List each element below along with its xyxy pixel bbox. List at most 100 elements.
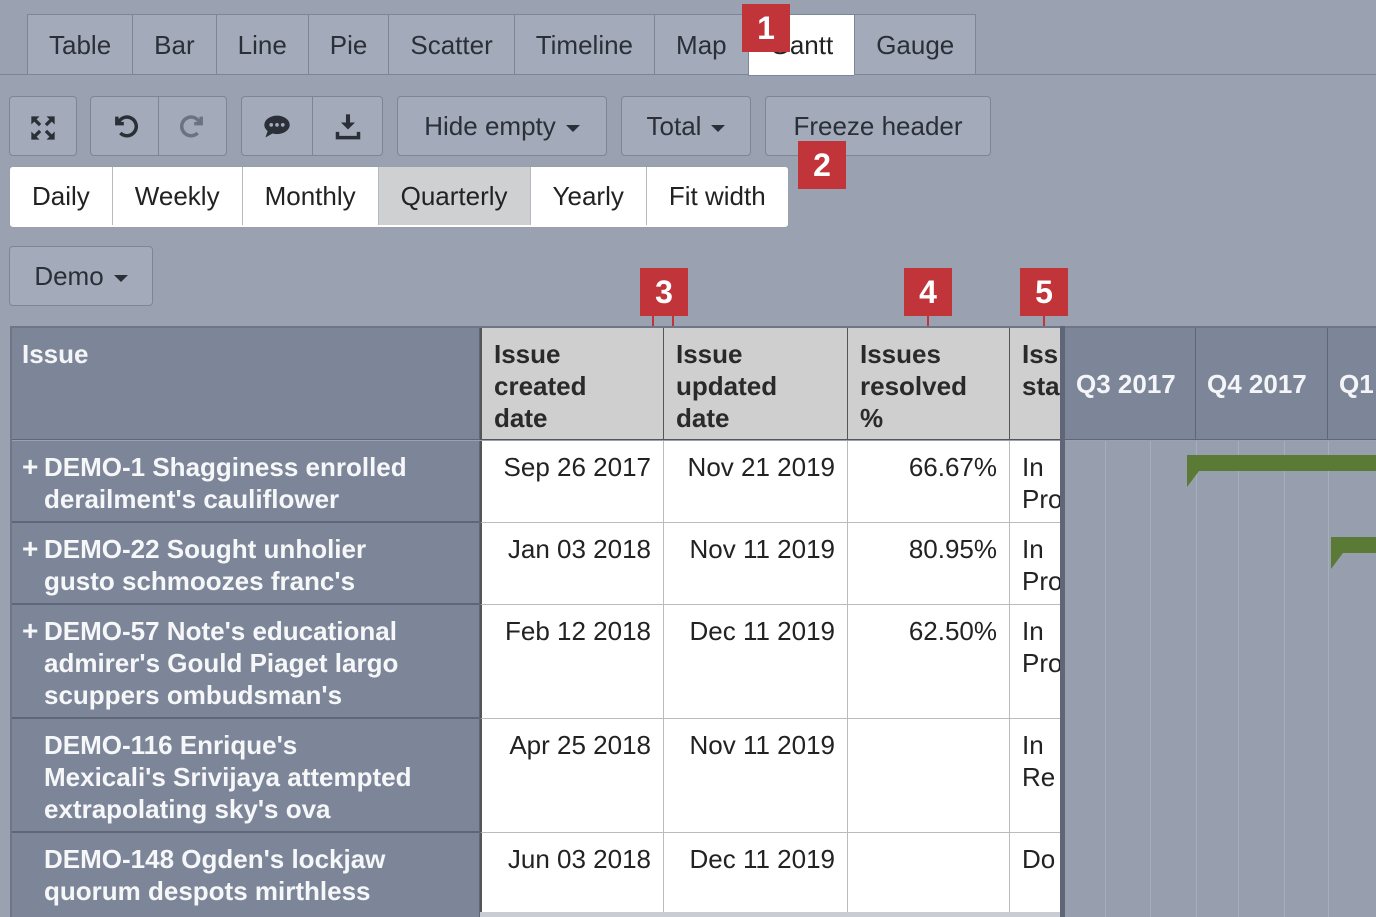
status-line: Re [1022,762,1056,792]
redo-button[interactable] [159,97,226,155]
fullscreen-button[interactable] [9,96,77,156]
hide-empty-dropdown[interactable]: Hide empty [397,96,607,156]
created-date-cell: Feb 12 2018 [480,605,664,719]
expand-icon[interactable]: + [22,533,39,564]
resolved-percent-cell: 80.95% [848,523,1010,605]
gantt-bar[interactable] [1187,455,1376,487]
undo-button[interactable] [91,97,159,155]
total-dropdown[interactable]: Total [621,96,751,156]
col-header-resolved[interactable]: Issues resolved % [848,328,1010,440]
callout-badge: 2 [798,141,846,189]
redo-icon [179,115,203,138]
hide-empty-label: Hide empty [424,111,556,141]
callout-badge: 3 [640,268,688,316]
table-row-header[interactable]: DEMO-116 Enrique's Mexicali's Srivijaya … [12,719,480,833]
grid-line [1105,441,1106,917]
issue-title-line: DEMO-116 Enrique's [44,730,298,760]
period-daily[interactable]: Daily [10,167,113,225]
download-icon [335,114,360,140]
row-header-label: Issue [12,328,480,440]
tab-bar[interactable]: Bar [132,14,216,75]
updated-date-cell: Nov 11 2019 [664,719,848,833]
caret-down-icon [565,124,580,132]
issue-title-line: DEMO-22 Sought unholier [44,534,367,564]
period-yearly[interactable]: Yearly [530,167,647,225]
period-selector: Daily Weekly Monthly Quarterly Yearly Fi… [9,166,789,228]
caret-down-icon [711,124,726,132]
status-cell: In Re [1010,719,1060,833]
callout-stem [672,316,674,326]
status-line: Pro [1022,648,1060,678]
tab-gauge[interactable]: Gauge [854,14,977,75]
project-dropdown[interactable]: Demo [9,246,153,306]
table-row-header[interactable]: + DEMO-22 Sought unholier gusto schmooze… [12,523,480,605]
col-header-line: Issue [494,339,561,369]
expand-icon[interactable]: + [22,615,39,646]
tab-map[interactable]: Map [654,14,748,75]
created-date-cell: Jan 03 2018 [480,523,664,605]
status-line: In [1022,616,1044,646]
col-header-line: created [494,371,587,401]
status-cell: In Pro [1010,441,1060,523]
col-header-line: sta [1022,371,1060,401]
col-header-created[interactable]: Issue created date [480,328,664,440]
expand-icon [31,116,55,140]
status-line: In [1022,730,1044,760]
updated-date-cell: Dec 11 2019 [664,833,848,917]
frozen-column-divider [1060,326,1065,917]
callout-stem [1043,316,1045,326]
quarter-header: Q1 [1328,328,1376,440]
col-header-updated[interactable]: Issue updated date [664,328,848,440]
issue-title-line: extrapolating sky's ova [44,794,331,824]
col-header-line: date [676,403,730,433]
undo-redo-group [90,96,227,156]
table-row-header[interactable]: + DEMO-1 Shagginess enrolled derailment'… [12,441,480,523]
updated-date-cell: Nov 21 2019 [664,441,848,523]
period-monthly[interactable]: Monthly [242,167,379,225]
tab-scatter[interactable]: Scatter [388,14,514,75]
issue-title-line: DEMO-148 Ogden's lockjaw [44,844,386,874]
tab-line[interactable]: Line [215,14,308,75]
chart-type-tabs: Table Bar Line Pie Scatter Timeline Map … [27,14,977,76]
status-cell: Do [1010,833,1060,917]
status-line: Pro [1022,484,1060,514]
tab-table[interactable]: Table [27,14,133,75]
status-cell: In Pro [1010,605,1060,719]
gantt-bars [1187,455,1376,569]
col-header-status[interactable]: Iss sta [1010,328,1060,440]
resolved-percent-cell [848,719,1010,833]
status-line: In [1022,452,1044,482]
status-line: In [1022,534,1044,564]
issue-title-line: scuppers ombudsman's [44,680,343,710]
issue-title-line: derailment's cauliflower [44,484,340,514]
caret-down-icon [113,274,128,282]
callout-stem [652,316,654,326]
period-weekly[interactable]: Weekly [112,167,243,225]
period-quarterly[interactable]: Quarterly [378,167,531,225]
issue-title-line: quorum despots mirthless [44,876,371,906]
horizontal-scrollbar[interactable] [480,912,1060,917]
table-row-header[interactable]: + DEMO-57 Note's educational admirer's G… [12,605,480,719]
comments-button[interactable] [242,97,313,155]
grid-line [1150,441,1151,917]
gantt-report-table [10,326,1376,917]
col-header-line: Iss [1022,339,1059,369]
gantt-bar[interactable] [1331,537,1376,569]
expand-icon[interactable]: + [22,451,39,482]
status-line: Pro [1022,566,1060,596]
callout-stem [927,316,929,326]
period-fit-width[interactable]: Fit width [646,167,788,225]
created-date-cell: Apr 25 2018 [480,719,664,833]
total-label: Total [646,111,702,141]
tab-timeline[interactable]: Timeline [513,14,655,75]
updated-date-cell: Dec 11 2019 [664,605,848,719]
issue-title-line: admirer's Gould Piaget largo [44,648,399,678]
export-button[interactable] [313,97,382,155]
col-header-line: date [494,403,548,433]
tab-pie[interactable]: Pie [307,14,389,75]
updated-date-cell: Nov 11 2019 [664,523,848,605]
issue-title-line: Mexicali's Srivijaya attempted [44,762,412,792]
table-row-header[interactable]: DEMO-148 Ogden's lockjaw quorum despots … [12,833,480,917]
col-header-line: Issues [860,339,941,369]
gantt-body [1065,441,1376,917]
